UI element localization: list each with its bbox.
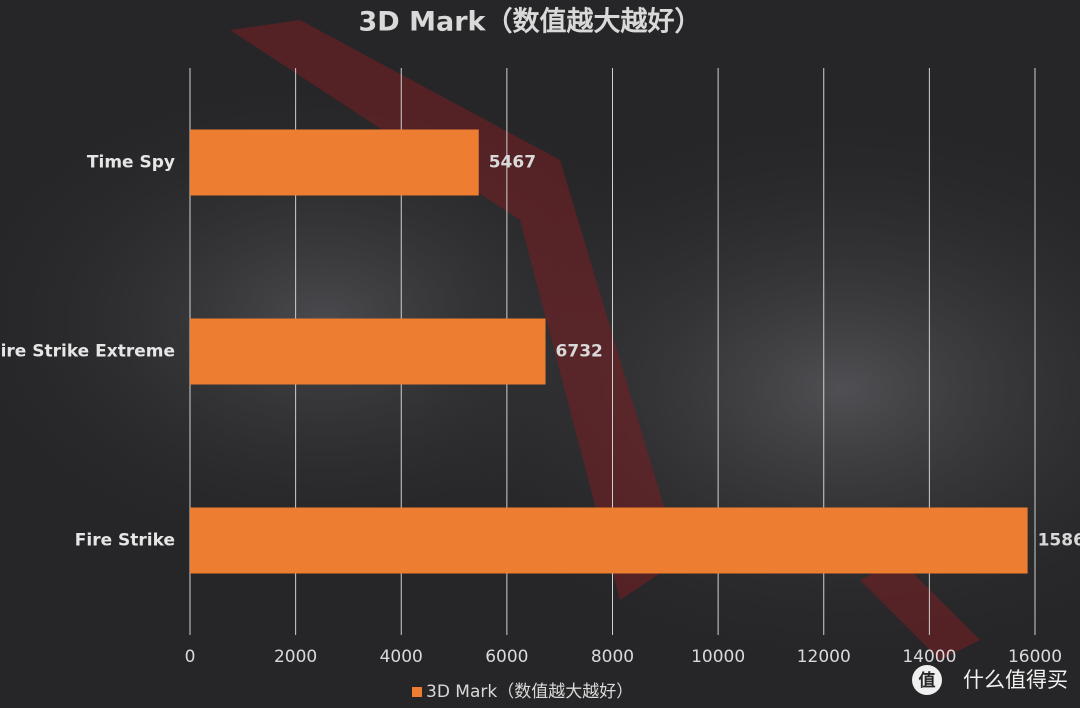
x-tick-label: 0: [185, 647, 196, 667]
value-label: 6732: [556, 342, 603, 362]
bar: [190, 507, 1028, 574]
bar: [190, 318, 546, 385]
y-tick-label: Time Spy: [87, 153, 175, 173]
watermark-text: 什么值得买: [963, 668, 1068, 692]
x-tick-label: 14000: [902, 647, 956, 667]
y-tick-label: Fire Strike: [75, 531, 175, 551]
y-tick-label: Fire Strike Extreme: [0, 342, 175, 362]
x-tick-label: 2000: [274, 647, 317, 667]
watermark-icon-bg: [912, 665, 942, 695]
value-label: 15860: [1038, 531, 1080, 551]
x-tick-label: 8000: [591, 647, 634, 667]
watermark: 值 什么值得买: [912, 665, 1068, 695]
watermark-icon: 值: [919, 670, 936, 691]
chart-title: 3D Mark（数值越大越好）: [359, 7, 702, 38]
legend-swatch: [412, 687, 422, 697]
x-tick-label: 16000: [1008, 647, 1062, 667]
legend-label: 3D Mark（数值越大越好）: [426, 682, 633, 702]
value-label: 5467: [489, 153, 536, 173]
x-tick-label: 10000: [691, 647, 745, 667]
x-tick-label: 4000: [380, 647, 423, 667]
x-tick-label: 6000: [485, 647, 528, 667]
bar: [190, 129, 479, 196]
x-tick-label: 12000: [797, 647, 851, 667]
background-shape: [860, 560, 980, 660]
